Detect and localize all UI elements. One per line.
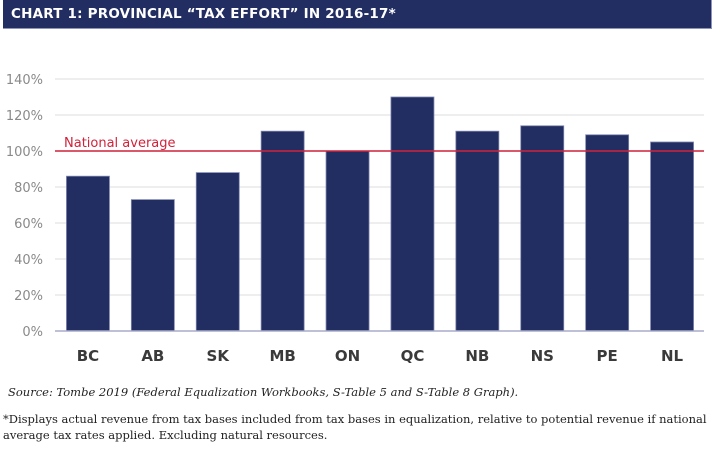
chart-title: CHART 1: PROVINCIAL “TAX EFFORT” IN 2016… bbox=[11, 6, 396, 22]
bar-pe bbox=[585, 134, 630, 332]
reference-line-group: National average bbox=[55, 136, 704, 152]
x-category-label: BC bbox=[77, 347, 99, 365]
bar-ns bbox=[520, 125, 565, 332]
national-average-label: National average bbox=[64, 136, 176, 151]
x-category-label: QC bbox=[401, 347, 425, 365]
y-axis-ticks: 0% 20% 40% 60% 80% 100% 120% 140% bbox=[6, 73, 43, 340]
bar-bc bbox=[66, 175, 110, 332]
y-tick-label: 40% bbox=[14, 253, 43, 268]
bar-qc bbox=[390, 96, 435, 332]
bar-chart: 0% 20% 40% 60% 80% 100% 120% 140% National aver… bbox=[6, 73, 704, 365]
bar-nb bbox=[455, 130, 500, 332]
x-category-label: MB bbox=[269, 347, 295, 365]
y-tick-label: 20% bbox=[14, 289, 43, 304]
x-category-label: NL bbox=[661, 347, 684, 365]
bar-ab bbox=[130, 199, 175, 332]
x-category-label: NB bbox=[465, 347, 489, 365]
y-tick-label: 60% bbox=[14, 217, 43, 232]
x-category-label: PE bbox=[597, 347, 618, 365]
bar-mb bbox=[260, 130, 305, 332]
y-tick-label: 140% bbox=[6, 73, 43, 88]
footnote: *Displays actual revenue from tax bases … bbox=[3, 412, 707, 442]
bar-nl bbox=[650, 141, 694, 332]
y-tick-label: 100% bbox=[6, 145, 43, 160]
x-axis-categories: BC AB SK MB ON QC NB NS PE NL bbox=[77, 347, 684, 365]
bars bbox=[66, 96, 694, 332]
x-category-label: NS bbox=[531, 347, 554, 365]
x-category-label: SK bbox=[207, 347, 231, 365]
bar-sk bbox=[195, 172, 240, 332]
source-note: Source: Tombe 2019 (Federal Equalization… bbox=[8, 385, 519, 399]
bar-on bbox=[325, 150, 370, 332]
chart-header: CHART 1: PROVINCIAL “TAX EFFORT” IN 2016… bbox=[3, 0, 712, 29]
y-tick-label: 80% bbox=[14, 181, 43, 196]
x-category-label: ON bbox=[335, 347, 360, 365]
y-tick-label: 120% bbox=[6, 109, 43, 124]
x-category-label: AB bbox=[141, 347, 164, 365]
y-tick-label: 0% bbox=[22, 325, 43, 340]
